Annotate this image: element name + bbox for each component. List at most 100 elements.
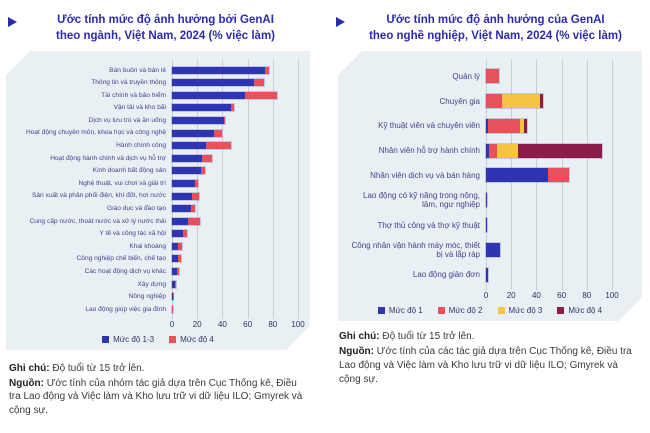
note-label: Ghi chú: bbox=[339, 331, 380, 343]
bar-track bbox=[172, 187, 298, 205]
chart-body: Quản lý Chuyên gia Kỹ thuật viên và chuyên… bbox=[346, 64, 634, 287]
stacked-bar bbox=[172, 193, 199, 200]
bar-segment bbox=[245, 92, 277, 99]
bar-segment bbox=[172, 205, 191, 212]
bar-segment bbox=[172, 155, 202, 162]
bar-row: Hoạt động hành chính và dịch vụ hỗ trợ bbox=[14, 152, 302, 165]
category-label: Nông nghiệp bbox=[128, 293, 166, 301]
legend-item: Mức độ 3 bbox=[498, 306, 543, 315]
bar-row: Y tế và công tác xã hội bbox=[14, 228, 302, 241]
category-label: Các hoạt động dịch vụ khác bbox=[84, 268, 166, 275]
note-label: Ghi chú: bbox=[9, 362, 50, 374]
bar-segment bbox=[172, 193, 192, 200]
bar-track bbox=[172, 74, 298, 92]
chart-legend: Mức độ 1 Mức độ 2 Mức độ 3 Mức độ 4 bbox=[346, 306, 634, 315]
category-label: Lao động giản đơn bbox=[412, 270, 480, 280]
axis-tick-label: 0 bbox=[483, 291, 489, 301]
bar-segment bbox=[172, 293, 173, 300]
category-label: Quản lý bbox=[452, 71, 480, 81]
stacked-bar bbox=[486, 69, 499, 83]
left-chart-panel: Bán buôn và bán lẻ Thông tin và truyền th… bbox=[6, 51, 310, 350]
bar-segment bbox=[201, 167, 205, 174]
right-chart-column: Ước tính mức độ ảnh hưởng của GenAI theo… bbox=[334, 0, 646, 387]
bar-segment bbox=[172, 79, 254, 86]
bar-track bbox=[172, 212, 298, 230]
stacked-bar bbox=[172, 205, 195, 212]
category-label: Tài chính và bảo hiểm bbox=[101, 91, 166, 99]
legend-swatch bbox=[557, 307, 564, 314]
bar-segment bbox=[202, 155, 212, 162]
left-chart-column: Ước tính mức độ ảnh hưởng bởi GenAI theo… bbox=[6, 0, 314, 419]
bar-track bbox=[486, 92, 612, 110]
stacked-bar bbox=[172, 92, 277, 99]
legend-item: Mức độ 1 bbox=[378, 306, 423, 315]
left-chart-header: Ước tính mức độ ảnh hưởng bởi GenAI theo… bbox=[6, 0, 314, 44]
bar-segment bbox=[188, 218, 199, 225]
bar-track bbox=[172, 288, 298, 306]
bar-segment bbox=[489, 144, 497, 158]
bar-track bbox=[172, 275, 298, 293]
stacked-bar bbox=[172, 230, 187, 237]
category-label: Công nhân vận hành máy móc, thiết bị và … bbox=[351, 240, 480, 259]
bar-track bbox=[172, 162, 298, 180]
bar-row: Công nhân vận hành máy móc, thiết bị và … bbox=[346, 238, 634, 263]
bar-row: Tài chính và bảo hiểm bbox=[14, 89, 302, 102]
bar-segment bbox=[486, 69, 499, 83]
bar-segment bbox=[548, 168, 568, 182]
category-label: Thợ thủ công và thợ kỹ thuật bbox=[377, 220, 480, 230]
bar-row: Vận tải và kho bãi bbox=[14, 102, 302, 115]
chart-body: Bán buôn và bán lẻ Thông tin và truyền th… bbox=[14, 64, 302, 316]
stacked-bar bbox=[172, 180, 198, 187]
right-chart-title-line1: Ước tính mức độ ảnh hưởng của GenAI bbox=[386, 14, 605, 26]
legend-item: Mức độ 2 bbox=[438, 306, 483, 315]
note-text: Độ tuổi từ 15 trở lên. bbox=[49, 362, 145, 374]
category-label: Nhân viên dịch vụ và bán hàng bbox=[370, 170, 480, 180]
bar-track bbox=[172, 200, 298, 218]
stacked-bar bbox=[172, 281, 176, 288]
bar-segment bbox=[518, 144, 601, 158]
stacked-bar bbox=[486, 144, 602, 158]
legend-item: Mức độ 4 bbox=[169, 335, 214, 344]
stacked-bar bbox=[172, 67, 269, 74]
axis-tick-label: 60 bbox=[243, 319, 253, 329]
category-label: Kỹ thuật viên và chuyên viên bbox=[378, 121, 480, 131]
left-chart-notes: Ghi chú: Độ tuổi từ 15 trở lên. Nguồn: Ư… bbox=[6, 362, 314, 418]
bar-segment bbox=[524, 119, 527, 133]
chart-axis: 0 20 40 60 80 100 bbox=[172, 320, 298, 331]
bar-track bbox=[172, 112, 298, 130]
legend-label: Mức độ 3 bbox=[508, 306, 543, 316]
bar-segment bbox=[172, 218, 188, 225]
legend-swatch bbox=[498, 307, 505, 314]
bar-row: Nhân viên dịch vụ và bán hàng bbox=[346, 163, 634, 188]
bar-row: Khai khoáng bbox=[14, 240, 302, 253]
gridline bbox=[222, 59, 223, 319]
bar-segment bbox=[173, 293, 174, 300]
stacked-bar bbox=[172, 130, 222, 137]
category-label: Hành chính công bbox=[116, 142, 166, 150]
bar-segment bbox=[178, 255, 181, 262]
right-source-line: Nguồn: Ước tính của các tác giả dựa trên… bbox=[339, 345, 641, 386]
legend-swatch bbox=[102, 336, 109, 343]
bar-row: Lao động có kỹ năng trong nông, lâm, ngư… bbox=[346, 188, 634, 213]
category-label: Kinh doanh bất động sản bbox=[92, 167, 166, 175]
bar-segment bbox=[488, 119, 520, 133]
bar-row: Xây dựng bbox=[14, 278, 302, 291]
bar-row: Thợ thủ công và thợ kỹ thuật bbox=[346, 213, 634, 238]
right-chart-notes: Ghi chú: Độ tuổi từ 15 trở lên. Nguồn: Ư… bbox=[334, 330, 646, 386]
right-chart-title: Ước tính mức độ ảnh hưởng của GenAI theo… bbox=[345, 13, 644, 44]
stacked-bar bbox=[486, 243, 500, 257]
bar-track bbox=[486, 191, 612, 209]
bar-segment bbox=[224, 117, 225, 124]
bar-row: Lao động giúp việc gia đình bbox=[14, 303, 302, 316]
category-label: Hoạt động chuyên môn, khoa học và công n… bbox=[25, 129, 166, 137]
bar-row: Hoạt động chuyên môn, khoa học và công n… bbox=[14, 127, 302, 140]
legend-label: Mức độ 1 bbox=[388, 306, 423, 316]
industry-bar-chart: Bán buôn và bán lẻ Thông tin và truyền th… bbox=[14, 64, 302, 344]
bar-segment bbox=[172, 92, 245, 99]
axis-tick-label: 60 bbox=[557, 291, 567, 301]
bar-segment bbox=[486, 144, 489, 158]
axis-tick-label: 40 bbox=[217, 319, 227, 329]
bar-track bbox=[172, 250, 298, 268]
legend-swatch bbox=[378, 307, 385, 314]
bar-segment bbox=[214, 130, 223, 137]
